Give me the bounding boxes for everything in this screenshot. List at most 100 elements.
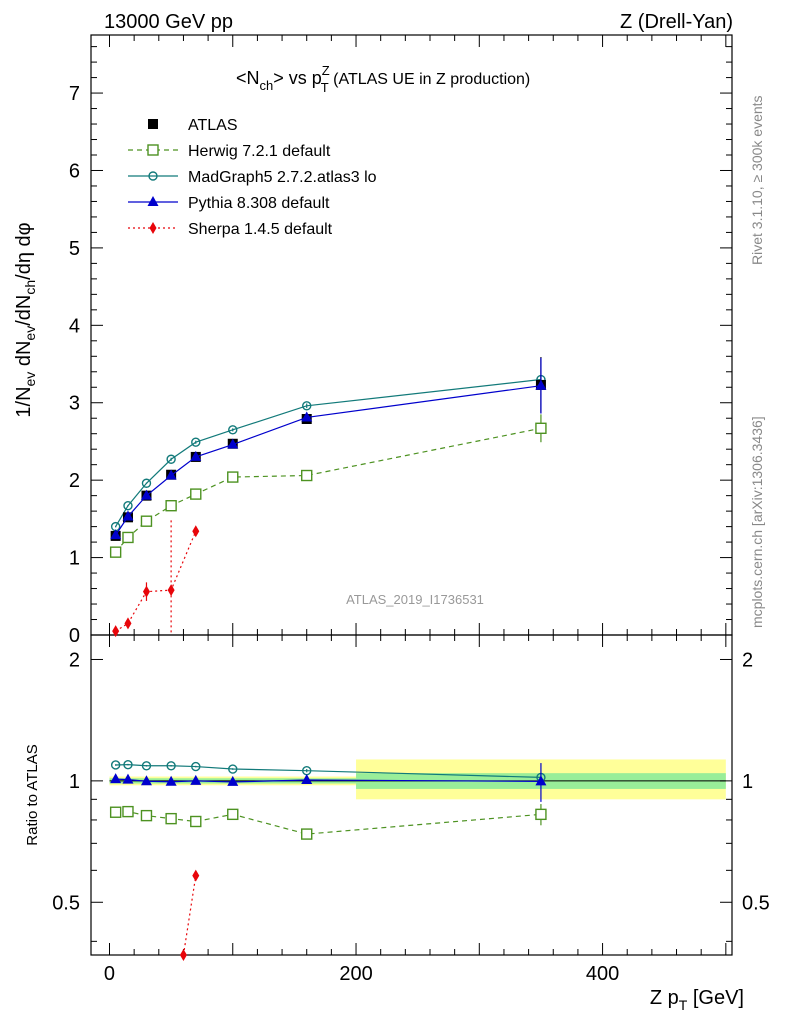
legend-item-2: MadGraph5 2.7.2.atlas3 lo xyxy=(128,169,377,186)
main-y-tick-label: 1 xyxy=(69,548,80,570)
main-series-1-line xyxy=(115,531,197,632)
ratio-series-1-line xyxy=(115,764,541,779)
ratio-series-1-point xyxy=(191,761,201,772)
ratio-uncertainty-bands xyxy=(109,759,726,800)
ratio-series-1-point xyxy=(141,761,152,771)
ratio-series-3-point xyxy=(179,949,187,961)
legend-item-4: Sherpa 1.4.5 default xyxy=(128,221,333,238)
ratio-series-2-point xyxy=(110,773,122,784)
ratio-series-2-point xyxy=(140,775,152,786)
main-series-3 xyxy=(110,357,546,541)
ratio-series-0-point xyxy=(301,828,313,840)
main-series-4-point xyxy=(227,438,239,449)
ratio-series-1-point xyxy=(166,761,176,771)
legend-label: Sherpa 1.4.5 default xyxy=(188,221,333,238)
legend-item-1: Herwig 7.2.1 default xyxy=(128,143,331,160)
ratio-series-1-point xyxy=(123,759,133,770)
ratio-panel-frame xyxy=(90,634,733,956)
ratio-series-2-point xyxy=(122,773,134,784)
main-series-1-point xyxy=(112,625,120,638)
legend-marker xyxy=(149,222,157,234)
ratio-series-2 xyxy=(110,763,547,802)
ratio-series-2-point xyxy=(535,775,547,786)
main-y-tick-label: 4 xyxy=(69,315,80,337)
main-series-0-point xyxy=(140,515,153,527)
main-series-1 xyxy=(112,520,200,638)
ratio-series-0-point xyxy=(190,815,202,828)
main-series-4-point xyxy=(110,529,122,540)
mcplots-label: mcplots.cern.ch [arXiv:1306.3436] xyxy=(749,416,765,628)
main-series-2-point xyxy=(141,478,152,488)
header-left-label: 13000 GeV pp xyxy=(104,11,233,33)
main-y-tick-label: 3 xyxy=(69,393,80,415)
main-series-0-point xyxy=(227,471,239,483)
main-series-2-point xyxy=(302,401,312,411)
main-series-2-point xyxy=(191,437,201,447)
main-series-1-point xyxy=(142,585,150,598)
main-y-tick-label: 2 xyxy=(69,470,80,492)
main-y-tick-label: 6 xyxy=(69,160,80,182)
ratio-y-tick-label-right: 2 xyxy=(742,649,753,671)
main-y-axis-label: 1/Nev dNev/dNch/dη dφ xyxy=(13,222,38,417)
legend: ATLAS Herwig 7.2.1 default MadGraph5 2.7.2… xyxy=(128,117,377,238)
main-series-1-point xyxy=(192,525,200,538)
main-title: <Nch> vs pZ T (ATLAS UE in Z production) xyxy=(236,63,530,95)
main-series-2-point xyxy=(123,501,133,511)
legend-item-3: Pythia 8.308 default xyxy=(128,195,330,212)
main-series-0-point xyxy=(301,469,313,482)
main-series-0-point xyxy=(190,488,202,500)
ratio-series-3 xyxy=(179,869,200,961)
ratio-y-tick-label-right: 0.5 xyxy=(742,892,770,914)
ratio-series-1-point xyxy=(110,760,121,770)
main-series-4-point xyxy=(301,411,313,422)
main-series-4 xyxy=(110,357,547,540)
x-axis-label: Z pT [GeV] xyxy=(650,987,744,1013)
ratio-series-3-line xyxy=(182,875,197,956)
main-series-2-point xyxy=(228,425,238,435)
ratio-series-0-point xyxy=(122,805,134,818)
ratio-series-0-line xyxy=(115,811,541,835)
ratio-y-tick-label: 2 xyxy=(69,649,80,671)
x-tick-label: 400 xyxy=(586,963,619,985)
ratio-series-2-point xyxy=(190,774,202,785)
legend-label: Herwig 7.2.1 default xyxy=(188,143,331,160)
main-y-tick-label: 7 xyxy=(69,83,80,105)
legend-item-0: ATLAS xyxy=(148,117,238,134)
analysis-label: ATLAS_2019_I1736531 xyxy=(346,592,484,607)
main-y-tick-label: 0 xyxy=(69,625,80,647)
ratio-series-1 xyxy=(110,759,546,783)
ratio-series-2-point xyxy=(227,775,239,786)
main-series-0-line xyxy=(115,427,542,553)
ratio-series-0-point xyxy=(109,806,122,818)
ratio-y-tick-label-right: 1 xyxy=(742,771,753,793)
main-series-4-point xyxy=(140,489,152,500)
ratio-series-3-point xyxy=(192,869,200,882)
main-series-2-line xyxy=(115,378,541,527)
legend-marker xyxy=(147,196,159,206)
main-series-4-line xyxy=(115,385,542,536)
ratio-series-2-point xyxy=(301,773,313,784)
ratio-series-0 xyxy=(109,804,547,840)
main-series-1-point xyxy=(167,584,175,597)
legend-label: ATLAS xyxy=(188,117,238,134)
legend-label: MadGraph5 2.7.2.atlas3 lo xyxy=(188,169,377,186)
main-series-4-point xyxy=(122,510,134,521)
legend-marker xyxy=(148,119,158,129)
ratio-y-axis-label: Ratio to ATLAS xyxy=(24,744,41,845)
main-series-0-point xyxy=(109,546,122,558)
main-series-4-point xyxy=(535,379,547,390)
ratio-series xyxy=(109,759,547,961)
axis-ticks xyxy=(91,35,732,955)
rivet-version-label: Rivet 3.1.10, ≥ 300k events xyxy=(749,95,765,265)
main-series-0-point xyxy=(535,422,547,434)
legend-marker xyxy=(148,171,158,181)
main-series-0-point xyxy=(122,531,134,544)
ratio-y-tick-label: 1 xyxy=(69,771,80,793)
legend-marker xyxy=(147,144,159,156)
main-series-4-point xyxy=(165,469,177,480)
main-y-tick-label: 5 xyxy=(69,238,80,260)
x-tick-label: 200 xyxy=(339,963,372,985)
ratio-series-0-point xyxy=(140,809,153,822)
main-series-2-point xyxy=(166,454,176,464)
